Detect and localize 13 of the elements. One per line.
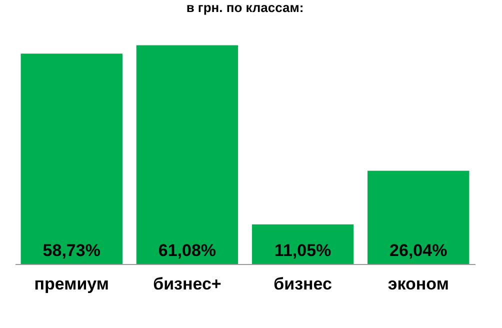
bar xyxy=(136,45,238,264)
data-label: 11,05% xyxy=(274,241,332,260)
bar xyxy=(252,224,354,264)
chart-title: в грн. по классам: xyxy=(186,0,304,15)
x-tick-label: бизнес+ xyxy=(153,274,222,294)
data-label: 61,08% xyxy=(158,241,216,260)
x-tick-label: бизнес xyxy=(274,274,332,294)
data-label: 58,73% xyxy=(42,241,100,260)
bar xyxy=(20,54,122,264)
data-label: 26,04% xyxy=(390,241,448,260)
x-tick-label: эконом xyxy=(388,274,449,294)
bar xyxy=(368,170,470,264)
x-tick-label: премиум xyxy=(34,274,109,294)
